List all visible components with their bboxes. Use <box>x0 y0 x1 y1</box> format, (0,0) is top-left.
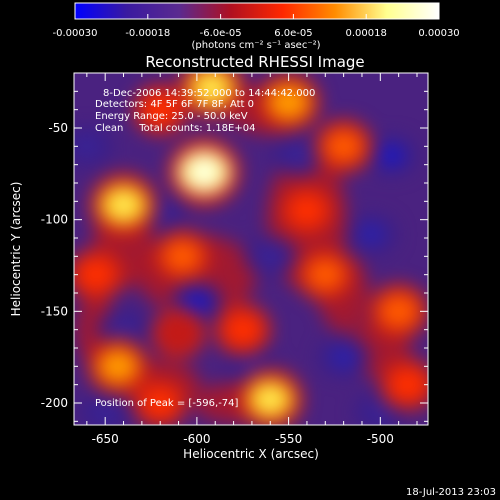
colorbar-tick-label: -0.00018 <box>125 28 170 39</box>
heatmap-source <box>162 319 195 348</box>
heatmap-minimum <box>111 319 136 340</box>
heatmap-minimum <box>93 402 118 423</box>
colorbar-tick-label: 0.00030 <box>418 28 459 39</box>
y-tick-label: -200 <box>41 396 68 410</box>
y-tick-label: -50 <box>48 121 68 135</box>
annotation-time: 8-Dec-2006 14:39:52.000 to 14:44:42.000 <box>103 88 315 99</box>
heatmap-minimum <box>368 402 393 423</box>
heatmap-source <box>267 84 310 121</box>
heatmap-source-core <box>259 387 281 411</box>
plot-frame <box>73 72 429 426</box>
heatmap-minimum <box>285 145 310 166</box>
colorbar-tick-label: 6.0e-05 <box>274 28 312 39</box>
heatmap-minimum <box>258 246 283 267</box>
heatmap-source <box>288 195 325 226</box>
heatmap-source <box>143 388 178 418</box>
heatmap-source <box>78 259 115 290</box>
peak-position: Position of Peak = [-596,-74] <box>95 398 239 409</box>
heatmap-source <box>306 258 345 291</box>
x-tick-label: -650 <box>92 432 119 446</box>
heatmap-source-core <box>201 76 222 100</box>
heatmap-source <box>163 240 202 273</box>
heatmap-source <box>324 130 363 163</box>
colorbar-tick-label: 0.00018 <box>346 28 387 39</box>
footer-timestamp: 18-Jul-2013 23:03 <box>406 487 496 498</box>
heatmap-source <box>97 348 139 384</box>
x-tick-label: -500 <box>367 432 394 446</box>
axis-ticks: -650 -600 -550 -500 -50 -100 -150 -200 <box>41 73 428 446</box>
chart-title: Reconstructed RHESSI Image <box>145 53 364 71</box>
heatmap-source-core <box>112 193 135 217</box>
y-tick-label: -150 <box>41 304 68 318</box>
annotation-energy: Energy Range: 25.0 - 50.0 keV <box>95 111 248 122</box>
annotation-counts: Clean Total counts: 1.18E+04 <box>95 123 255 134</box>
colorbar-tick-label: -6.0e-05 <box>200 28 242 39</box>
heatmap-minimum <box>184 292 209 313</box>
colorbar-tick-label: -0.00030 <box>53 28 98 39</box>
y-axis-label: Heliocentric Y (arcsec) <box>9 182 23 317</box>
heatmap-source <box>143 95 178 125</box>
heatmap-image <box>74 73 428 425</box>
y-tick-label: -100 <box>41 213 68 227</box>
colorbar <box>74 2 440 20</box>
x-tick-label: -600 <box>183 432 210 446</box>
colorbar-units: (photons cm⁻² s⁻¹ asec⁻²) <box>191 40 320 51</box>
heatmap-minimum <box>359 224 384 245</box>
heatmap-minimum <box>379 145 404 166</box>
x-tick-label: -550 <box>275 432 302 446</box>
heatmap-source <box>224 314 261 345</box>
heatmap-source-core <box>192 159 216 185</box>
colorbar-ticks: -0.00030 -0.00018 -6.0e-05 6.0e-05 0.00018 0.… <box>53 14 460 39</box>
x-axis-label: Heliocentric X (arcsec) <box>183 447 319 461</box>
annotation-detectors: Detectors: 4F 5F 6F 7F 8F, Att 0 <box>95 99 254 110</box>
heatmap-minimum <box>331 347 356 368</box>
heatmap-minimum <box>74 136 99 157</box>
heatmap-source <box>389 369 426 400</box>
heatmap-source <box>379 294 419 328</box>
